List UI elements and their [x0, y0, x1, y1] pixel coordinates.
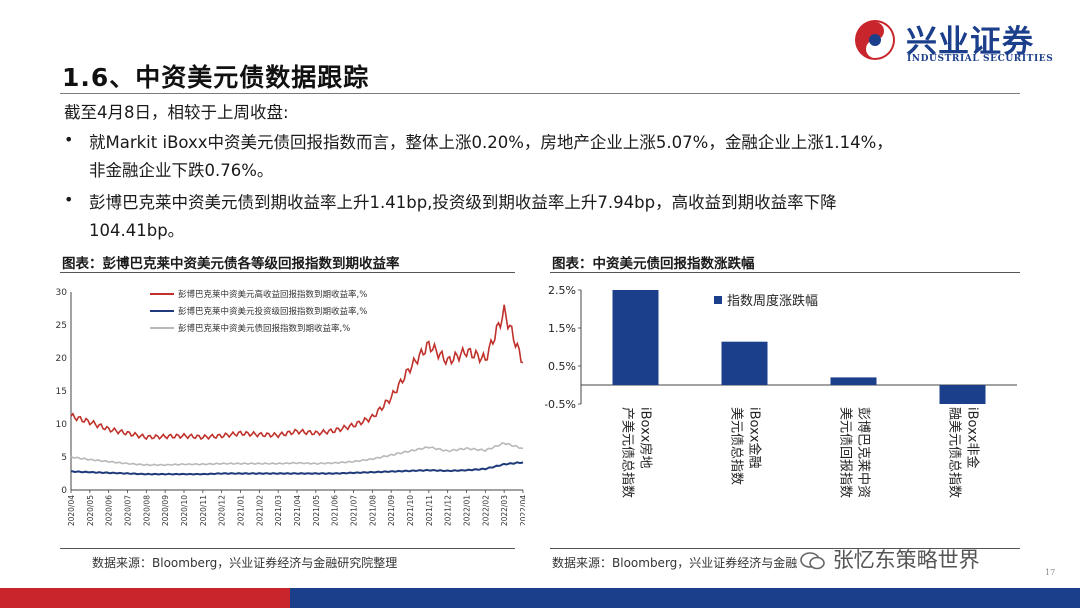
x-tick-label: 2021/01	[237, 495, 246, 526]
legend-swatch	[714, 296, 722, 304]
y-tick-label: 15	[56, 387, 67, 397]
wechat-icon	[800, 551, 826, 571]
y-tick-label: 5	[61, 453, 67, 463]
right-chart-caption: 图表：中资美元债回报指数涨跌幅	[552, 256, 755, 272]
bullet-marker-2: •	[64, 190, 74, 209]
left-source-rule	[60, 548, 515, 549]
y-tick-label: 10	[56, 420, 68, 430]
logo-name: 兴业证券	[906, 24, 1034, 60]
x-tick-label: 2021/08	[368, 495, 377, 526]
x-tick-label: 2021/09	[387, 495, 396, 526]
category-label: 美元债总指数	[729, 407, 744, 485]
bar	[939, 385, 986, 404]
high-yield-line	[70, 304, 524, 441]
x-tick-label: 2020/07	[124, 495, 133, 526]
bar	[830, 377, 877, 385]
bar	[612, 290, 659, 385]
x-tick-label: 2022/01	[463, 495, 472, 526]
x-tick-label: 2020/06	[105, 495, 114, 526]
x-tick-label: 2021/03	[274, 495, 283, 526]
category-label: 美元债回报指数	[838, 407, 853, 498]
x-tick-label: 2021/04	[293, 495, 302, 526]
category-label: iBoxx房地	[638, 407, 654, 468]
bullet-2-line-1: 彭博巴克莱中资美元债到期收益率上升1.41bp,投资级到期收益率上升7.94bp…	[89, 193, 837, 212]
title-divider	[60, 93, 1020, 94]
x-tick-label: 2021/11	[425, 495, 434, 526]
legend-label: 彭博巴克莱中资美元债回报指数到期收益率,%	[178, 323, 350, 334]
x-tick-label: 2020/12	[218, 495, 227, 526]
x-tick-label: 2020/09	[161, 495, 170, 526]
y-tick-label: -0.5%	[545, 398, 576, 411]
logo-swirl-icon	[855, 20, 895, 60]
x-tick-label: 2020/10	[180, 495, 189, 526]
y-tick-label: 1.5%	[548, 322, 576, 335]
right-source-rule	[550, 548, 1020, 549]
legend-label: 彭博巴克莱中资美元投资级回报指数到期收益率,%	[178, 306, 367, 317]
legend-label: 彭博巴克莱中资美元高收益回报指数到期收益率,%	[178, 289, 367, 300]
x-tick-label: 2021/07	[350, 495, 359, 526]
footer-accent	[0, 588, 290, 608]
x-tick-label: 2021/12	[444, 495, 453, 526]
x-tick-label: 2022/03	[500, 495, 509, 526]
x-tick-label: 2020/11	[199, 495, 208, 526]
x-tick-label: 2020/04	[67, 495, 76, 526]
x-tick-label: 2021/02	[255, 495, 264, 526]
left-chart-source: 数据来源：Bloomberg，兴业证券经济与金融研究院整理	[92, 556, 398, 570]
bullet-marker-1: •	[64, 130, 74, 149]
category-label: iBoxx非金	[965, 407, 981, 468]
x-tick-label: 2022/02	[481, 495, 490, 526]
left-chart-caption: 图表：彭博巴克莱中资美元债各等级回报指数到期收益率	[62, 256, 400, 272]
x-tick-label: 2021/05	[312, 495, 321, 526]
watermark-text: 张忆东策略世界	[832, 548, 980, 572]
x-tick-label: 2021/06	[331, 495, 340, 526]
company-logo	[853, 16, 1063, 66]
watermark: 张忆东策略世界	[800, 544, 980, 574]
bar	[721, 341, 768, 385]
x-tick-label: 2020/05	[86, 495, 95, 526]
category-label: iBoxx金融	[747, 407, 763, 468]
page-title: 1.6、中资美元债数据跟踪	[62, 63, 370, 92]
yield-line-chart: 0 5 10 15 20 25 30 2020/04 2020/05 2020/06 2020/07…	[56, 288, 525, 526]
left-caption-rule	[60, 272, 515, 273]
x-tick-label: 2022/04	[519, 495, 525, 526]
category-label: 融美元债总指数	[947, 407, 962, 498]
right-chart-source: 数据来源：Bloomberg，兴业证券经济与金融	[552, 556, 798, 570]
x-tick-label: 2020/08	[142, 495, 151, 526]
bullet-1-line-1: 就Markit iBoxx中资美元债回报指数而言，整体上涨0.20%，房地产企业…	[89, 133, 893, 152]
legend-label: 指数周度涨跌幅	[727, 293, 818, 309]
y-tick-label: 25	[56, 321, 67, 331]
y-tick-label: 20	[56, 354, 68, 364]
category-label: 产美元债总指数	[620, 407, 635, 498]
y-tick-label: 2.5%	[548, 284, 576, 297]
y-tick-label: 30	[56, 288, 68, 298]
y-tick-label: 0.5%	[548, 360, 576, 373]
x-tick-label: 2021/10	[406, 495, 415, 526]
overall-line	[70, 442, 524, 467]
summary-intro: 截至4月8日，相较于上周收盘:	[64, 103, 289, 122]
bullet-2-line-2: 104.41bp。	[89, 221, 185, 240]
bullet-1-line-2: 非金融企业下跌0.76%。	[89, 161, 274, 180]
page-number: 17	[1045, 568, 1056, 577]
y-tick-label: 0	[61, 486, 67, 496]
logo-english: INDUSTRIAL SECURITIES	[907, 54, 1054, 64]
right-caption-rule	[550, 272, 1020, 273]
category-label: 彭博巴克莱中资	[856, 407, 871, 498]
